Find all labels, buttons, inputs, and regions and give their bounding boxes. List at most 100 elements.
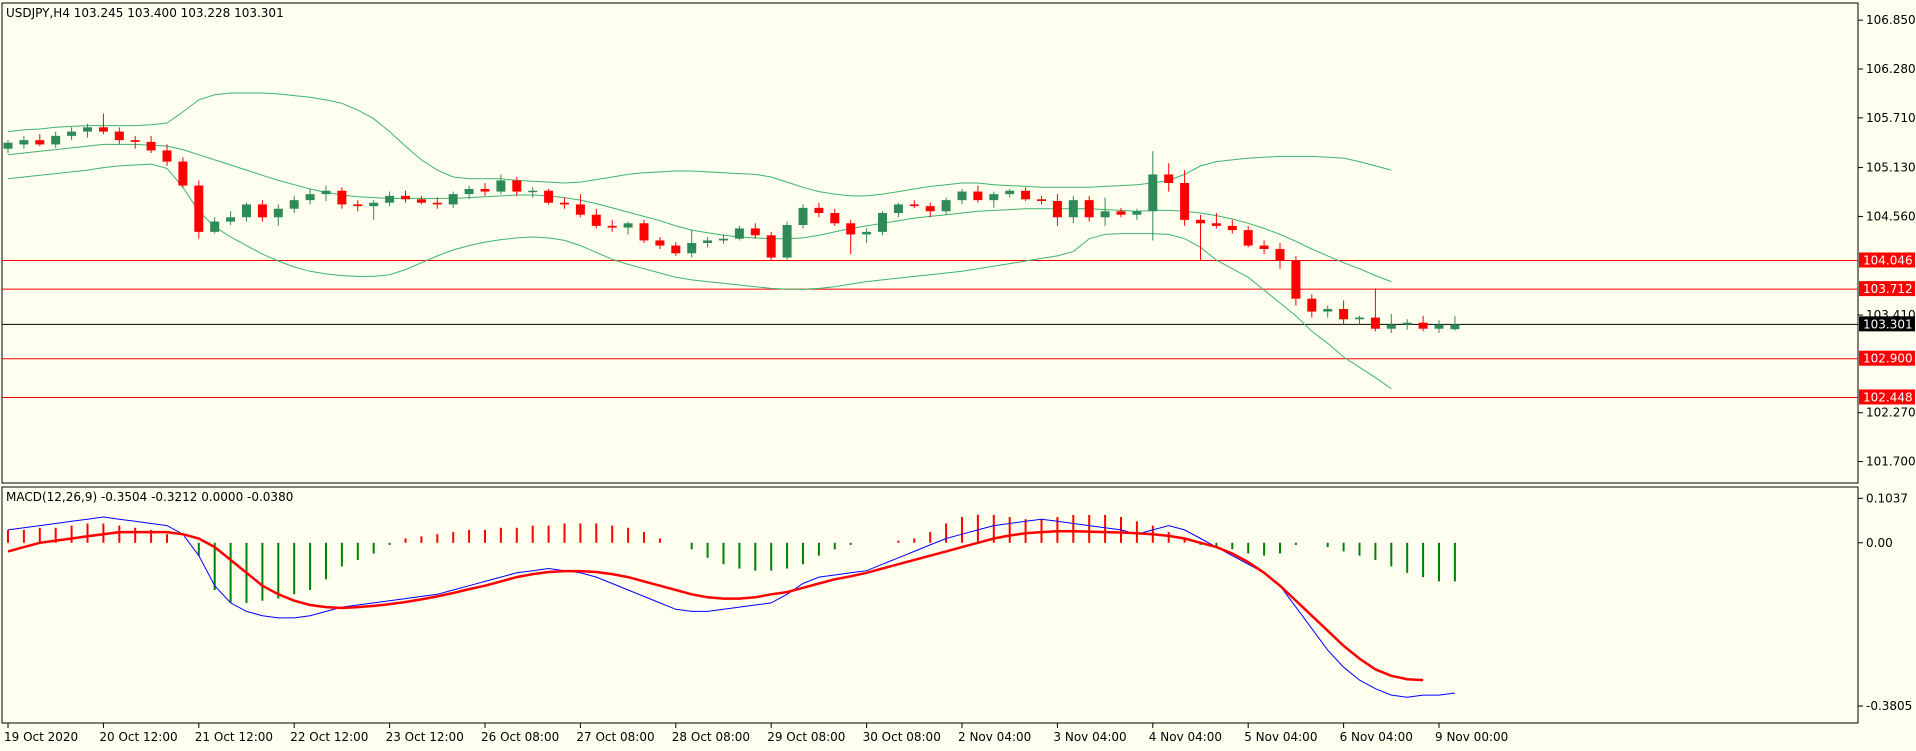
- candle-body: [528, 190, 538, 193]
- candle-body: [210, 221, 220, 232]
- price-label: 103.301: [1863, 317, 1913, 331]
- candle-body: [1164, 174, 1174, 183]
- time-axis: 19 Oct 2020 20 Oct 12:00 21 Oct 12:00 22 Oc…: [4, 723, 1508, 744]
- candle-body: [941, 200, 951, 212]
- bollinger-upper: [7, 92, 1392, 197]
- candle-body: [639, 223, 649, 241]
- candle-body: [369, 202, 379, 207]
- candle-body: [893, 204, 903, 213]
- candle-body: [1005, 190, 1015, 195]
- candle-body: [146, 141, 156, 151]
- candle-body: [162, 150, 172, 162]
- candle-body: [591, 214, 601, 226]
- time-tick-label: 22 Oct 12:00: [290, 730, 368, 744]
- time-tick-label: 20 Oct 12:00: [99, 730, 177, 744]
- candle-body: [321, 190, 331, 195]
- time-tick-label: 19 Oct 2020: [4, 730, 78, 744]
- candle-body: [544, 190, 554, 203]
- candle-body: [1339, 309, 1349, 320]
- price-label-box: [1859, 316, 1915, 332]
- candle-body: [909, 204, 919, 207]
- candle-body: [1370, 317, 1380, 329]
- candle-body: [655, 240, 665, 246]
- candle-body: [814, 207, 824, 213]
- candle-body: [496, 180, 506, 192]
- candle-body: [1132, 211, 1142, 215]
- candle-body: [623, 223, 633, 228]
- candle-body: [19, 140, 29, 145]
- time-tick-label: 6 Nov 04:00: [1340, 730, 1413, 744]
- candle-body: [67, 131, 77, 136]
- candle-body: [925, 206, 935, 212]
- candle-body: [178, 161, 188, 186]
- price-label-box: [1859, 389, 1915, 405]
- time-tick-label: 27 Oct 08:00: [576, 730, 654, 744]
- candlesticks: [3, 113, 1460, 333]
- candle-body: [846, 223, 856, 235]
- candle-body: [83, 127, 92, 132]
- candle-body: [830, 213, 840, 224]
- candle-body: [432, 202, 442, 205]
- price-tick-label: 101.700: [1866, 455, 1916, 469]
- candle-body: [1211, 223, 1221, 226]
- macd-pane[interactable]: 0.1037 0.00 -0.3805 MACD(12,26,9) -0.3504 …: [1, 486, 1912, 724]
- time-tick-label: 29 Oct 08:00: [767, 730, 845, 744]
- candle-body: [257, 204, 267, 218]
- candle-body: [719, 238, 728, 241]
- candle-body: [1116, 211, 1126, 215]
- candle-body: [1291, 260, 1301, 299]
- candle-body: [766, 235, 776, 258]
- candle-body: [1402, 322, 1412, 325]
- candle-body: [1196, 219, 1205, 224]
- candle-body: [1355, 317, 1364, 320]
- candle-body: [194, 185, 204, 232]
- candle-body: [862, 231, 872, 235]
- price-tick-label: 105.130: [1866, 161, 1916, 175]
- macd-tick-label: 0.00: [1866, 536, 1893, 550]
- price-tick-label: 106.280: [1866, 62, 1916, 76]
- time-tick-label: 2 Nov 04:00: [958, 730, 1031, 744]
- candle-body: [1148, 174, 1158, 212]
- macd-axis: 0.1037 0.00 -0.3805: [1858, 491, 1912, 713]
- candle-body: [1275, 249, 1285, 261]
- candle-body: [560, 202, 569, 205]
- candle-body: [273, 208, 283, 218]
- candle-body: [416, 199, 426, 203]
- time-tick-label: 4 Nov 04:00: [1149, 730, 1222, 744]
- price-pane[interactable]: 104.046 103.712 103.301 102.900 102.448 106.…: [1, 2, 1916, 484]
- candle-body: [1084, 200, 1094, 218]
- price-label-box: [1859, 350, 1915, 366]
- candle-body: [1307, 298, 1317, 312]
- price-label: 104.046: [1863, 253, 1913, 267]
- candle-body: [226, 217, 236, 222]
- price-tick-label: 106.850: [1866, 13, 1916, 27]
- price-tick-label: 103.410: [1866, 308, 1916, 322]
- candle-body: [989, 194, 999, 201]
- horizontal-levels: 104.046 103.712 103.301 102.900 102.448: [2, 252, 1915, 405]
- macd-lines: [7, 516, 1455, 698]
- price-pane-frame: [1, 2, 1859, 484]
- price-label: 103.712: [1863, 282, 1913, 296]
- candle-body: [98, 127, 108, 132]
- price-tick-label: 105.710: [1866, 111, 1916, 125]
- macd-tick-label: -0.3805: [1866, 699, 1912, 713]
- price-tick-label: 102.270: [1866, 406, 1916, 420]
- candle-body: [1100, 211, 1110, 218]
- candle-body: [607, 225, 617, 228]
- price-label: 102.900: [1863, 352, 1913, 366]
- candle-body: [289, 200, 299, 209]
- candle-body: [353, 204, 363, 207]
- candle-body: [1386, 324, 1396, 329]
- symbol-info: USDJPY,H4 103.245 103.400 103.228 103.30…: [6, 6, 284, 20]
- price-tick-label: 104.560: [1866, 209, 1916, 223]
- macd-pane-frame: [1, 486, 1859, 724]
- candle-body: [464, 189, 474, 195]
- candle-body: [750, 228, 760, 236]
- time-tick-label: 5 Nov 04:00: [1244, 730, 1317, 744]
- candle-body: [401, 195, 410, 200]
- price-label-box: [1859, 252, 1915, 268]
- price-label: 102.448: [1863, 390, 1913, 404]
- candle-body: [1021, 190, 1031, 200]
